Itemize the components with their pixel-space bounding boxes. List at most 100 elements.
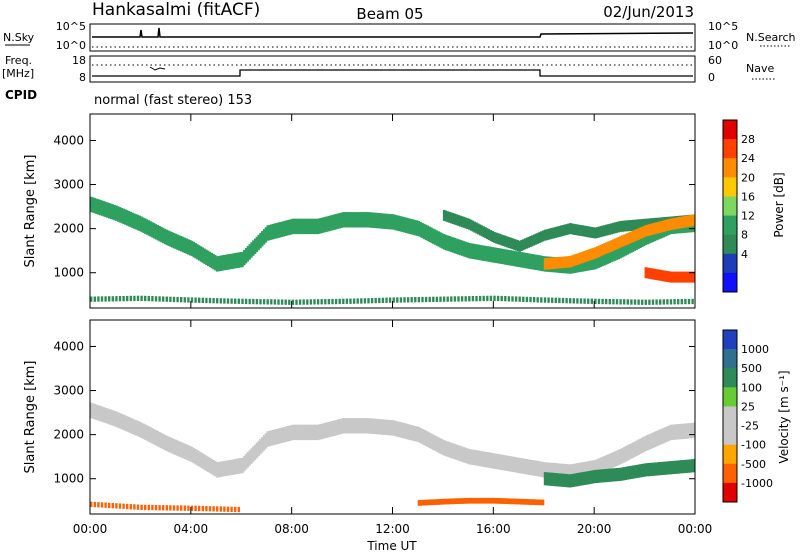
- power-band-2-cell: [570, 255, 574, 267]
- velocity-band-0-cell: [668, 425, 671, 441]
- velocity-band-0-cell: [536, 460, 539, 477]
- power-band-1-cell: [578, 224, 581, 236]
- velocity-band-0-cell: [273, 429, 277, 445]
- power-band-0-cell: [135, 214, 138, 230]
- power-band-0-cell: [99, 199, 102, 216]
- power-band-4-cell: [659, 299, 662, 305]
- power-band-1-cell: [646, 218, 649, 230]
- velocity-band-0-cell: [590, 460, 593, 476]
- power-band-3-cell: [650, 268, 653, 280]
- power-colorbar-tick-label: 8: [741, 229, 748, 242]
- power-band-0-cell: [415, 220, 419, 236]
- velocity-band-0-cell: [369, 418, 372, 434]
- power-band-2-cell: [626, 233, 629, 245]
- power-band-1-cell: [523, 238, 527, 250]
- power-band-1-cell: [552, 227, 556, 239]
- power-colorbar-swatch: [723, 272, 737, 293]
- power-band-1-cell: [495, 232, 498, 244]
- power-band-0-cell: [610, 246, 613, 263]
- velocity-band-1-cell: [576, 473, 579, 487]
- velocity-band-0-cell: [531, 460, 534, 476]
- power-band-1-cell: [565, 224, 568, 236]
- power-band-0-cell: [203, 248, 206, 264]
- velocity-band-0-cell: [266, 431, 269, 447]
- velocity-band-1-cell: [655, 462, 658, 476]
- power-band-0-cell: [442, 234, 446, 250]
- velocity-band-0-cell: [653, 431, 656, 448]
- velocity-band-0-cell: [556, 463, 559, 479]
- velocity-band-2-cell: [426, 499, 430, 506]
- power-band-4-cell: [176, 296, 179, 303]
- power-band-0-cell: [127, 211, 131, 227]
- velocity-band-0-cell: [342, 418, 345, 434]
- power-band-0-cell: [363, 212, 367, 228]
- velocity-band-0-cell: [183, 443, 186, 459]
- velocity-band-0-cell: [349, 418, 352, 434]
- power-band-0-cell: [176, 234, 179, 250]
- power-band-4-cell: [126, 295, 129, 302]
- power-band-0-cell: [637, 233, 640, 249]
- velocity-band-0-cell: [491, 453, 494, 469]
- power-band-0-cell: [352, 212, 356, 228]
- power-band-2-cell: [612, 239, 615, 251]
- power-band-1-cell: [576, 224, 579, 236]
- power-band-2-cell: [579, 252, 583, 264]
- velocity-band-0-cell: [518, 457, 521, 474]
- velocity-band-0-cell: [675, 424, 678, 440]
- power-band-0-cell: [286, 220, 289, 236]
- power-band-0-cell: [466, 242, 469, 258]
- power-band-4-cell: [270, 299, 273, 305]
- velocity-band-0-cell: [484, 451, 487, 468]
- velocity-band-2-cell: [520, 498, 523, 505]
- power-band-4-cell: [252, 298, 255, 305]
- velocity-band-0-cell: [311, 424, 314, 441]
- velocity-band-0-cell: [142, 423, 145, 439]
- power-band-0-cell: [207, 250, 210, 267]
- velocity-band-0-cell: [468, 449, 471, 465]
- power-band-0-cell: [316, 218, 320, 235]
- power-band-2-cell: [642, 225, 646, 238]
- power-band-4-cell: [554, 297, 557, 303]
- power-band-2-cell: [614, 238, 617, 250]
- power-band-0-cell: [246, 246, 250, 262]
- power-band-0-cell: [520, 252, 523, 268]
- power-band-0-cell: [234, 253, 237, 269]
- power-band-0-cell: [271, 223, 275, 240]
- velocity-band-0-cell: [115, 411, 118, 427]
- power-colorbar-tick-label: 28: [741, 133, 755, 146]
- velocity-band-0-cell: [401, 422, 404, 439]
- velocity-band-0-cell: [430, 433, 433, 449]
- velocity-band-1-cell: [671, 460, 674, 475]
- velocity-band-3-cell: [158, 505, 161, 511]
- power-band-0-cell: [169, 231, 172, 247]
- velocity-band-2-cell: [511, 498, 514, 505]
- power-band-0-cell: [406, 218, 410, 234]
- power-band-2-cell: [588, 249, 592, 261]
- velocity-band-2-cell: [536, 499, 539, 506]
- power-band-0-cell: [340, 212, 343, 228]
- power-band-0-cell: [424, 224, 428, 241]
- power-band-0-cell: [641, 231, 644, 247]
- power-band-0-cell: [385, 213, 388, 230]
- power-band-0-cell: [453, 237, 457, 254]
- power-band-1-cell: [482, 226, 485, 238]
- power-band-0-cell: [432, 228, 435, 244]
- power-band-0-cell: [468, 243, 471, 259]
- velocity-band-0-cell: [194, 449, 197, 465]
- velocity-band-0-cell: [288, 425, 291, 442]
- power-band-4-cell: [313, 299, 316, 305]
- velocity-band-0-cell: [399, 422, 403, 438]
- power-band-0-cell: [349, 212, 352, 228]
- velocity-band-0-cell: [664, 427, 667, 443]
- velocity-band-0-cell: [576, 463, 579, 479]
- power-band-2-cell: [635, 229, 638, 241]
- power-band-0-cell: [624, 240, 628, 256]
- velocity-band-0-cell: [333, 420, 336, 436]
- velocity-band-0-cell: [540, 461, 543, 477]
- power-band-1-cell: [621, 220, 624, 232]
- power-band-2-cell: [551, 257, 554, 269]
- power-band-0-cell: [160, 226, 163, 243]
- power-band-0-cell: [529, 253, 532, 270]
- power-band-2-cell: [624, 233, 628, 246]
